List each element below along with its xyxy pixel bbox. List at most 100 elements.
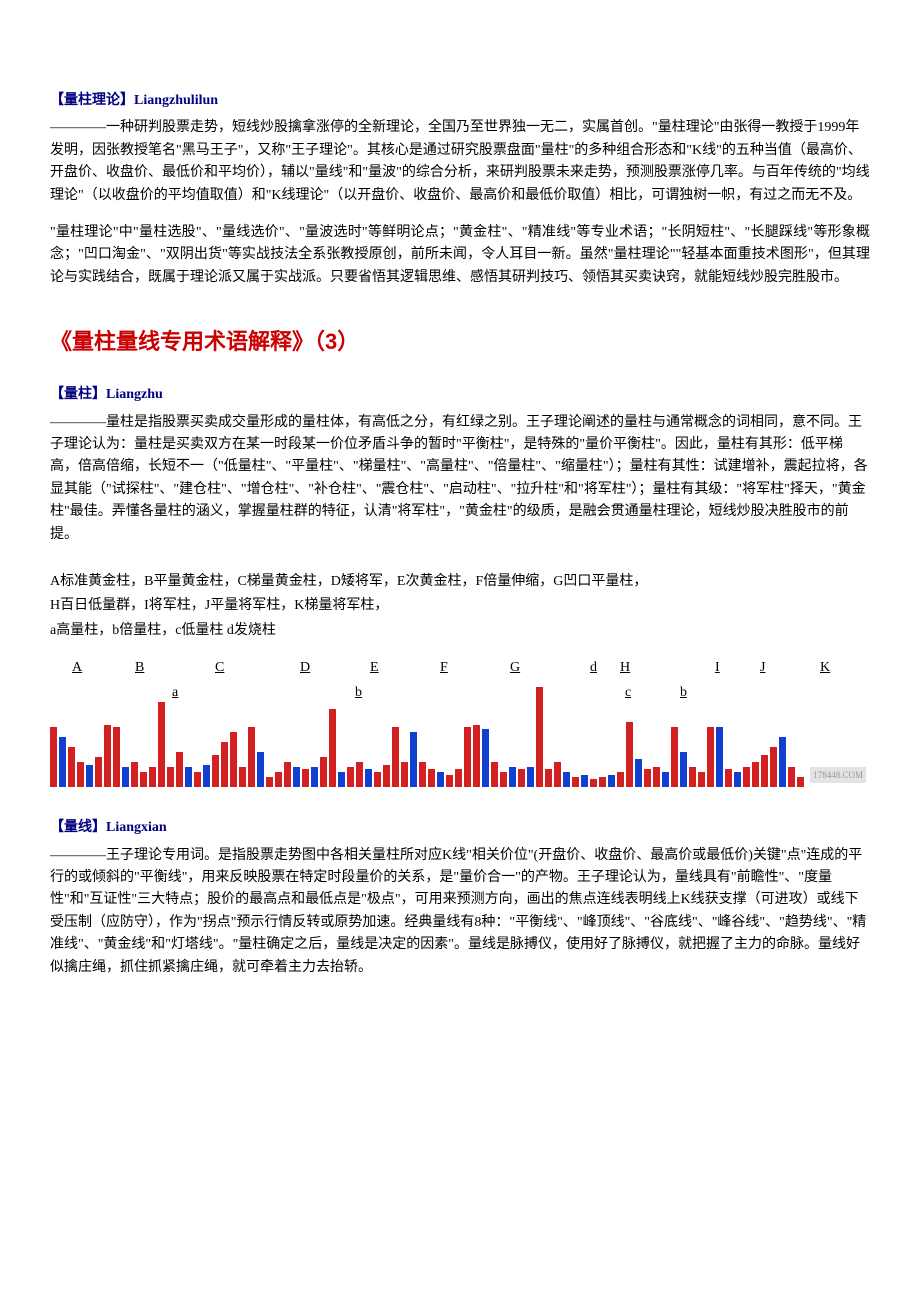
volume-bar	[311, 767, 318, 787]
section1-para2: "量柱理论"中"量柱选股"、"量线选价"、"量波选时"等鲜明论点；"黄金柱"、"…	[50, 222, 870, 289]
volume-bar	[50, 727, 57, 787]
volume-bar	[383, 765, 390, 787]
volume-bar	[617, 772, 624, 787]
volume-bar	[221, 742, 228, 787]
section1-title: 【量柱理论】Liangzhulilun	[50, 90, 870, 112]
volume-bar	[473, 725, 480, 787]
volume-bar	[716, 727, 723, 787]
volume-bar	[797, 777, 804, 787]
chart-label-upper: F	[440, 657, 448, 679]
volume-bar	[734, 772, 741, 787]
volume-bar	[653, 767, 660, 787]
volume-bar	[194, 772, 201, 787]
volume-bar	[635, 759, 642, 787]
volume-bar	[392, 727, 399, 787]
volume-bar	[365, 769, 372, 787]
volume-bar	[554, 762, 561, 787]
volume-bar	[752, 762, 759, 787]
volume-bar	[302, 769, 309, 787]
volume-bar	[725, 769, 732, 787]
volume-bar	[491, 762, 498, 787]
volume-bar	[95, 757, 102, 787]
volume-bar	[77, 762, 84, 787]
volume-bar	[131, 762, 138, 787]
volume-bar	[410, 732, 417, 787]
main-red-title: 《量柱量线专用术语解释》（3）	[50, 324, 870, 359]
volume-bar	[401, 762, 408, 787]
volume-bar	[689, 767, 696, 787]
volume-bar	[203, 765, 210, 787]
volume-bar	[284, 762, 291, 787]
volume-bar	[257, 752, 264, 787]
volume-bar	[437, 772, 444, 787]
volume-bar	[419, 762, 426, 787]
chart-label-upper: H	[620, 657, 630, 679]
volume-bar	[338, 772, 345, 787]
volume-bar	[680, 752, 687, 787]
volume-bar	[671, 727, 678, 787]
volume-bar	[230, 732, 237, 787]
volume-bar	[761, 755, 768, 787]
volume-bar	[320, 757, 327, 787]
volume-bar	[482, 729, 489, 787]
volume-bar	[464, 727, 471, 787]
chart-label-upper: C	[215, 657, 224, 679]
chart-label-upper: D	[300, 657, 310, 679]
volume-bar	[122, 767, 129, 787]
volume-bar-chart: ABCDEFGdHIJK abbc 178448.COM	[50, 657, 870, 787]
section2-title: 【量柱】Liangzhu	[50, 384, 870, 406]
volume-bar	[86, 765, 93, 787]
chart-label-upper: A	[72, 657, 82, 679]
volume-bar	[158, 702, 165, 787]
volume-bar	[248, 727, 255, 787]
chart-label-upper: B	[135, 657, 144, 679]
section2-para3: H百日低量群，I将军柱，J平量将军柱，K梯量将军柱，	[50, 595, 870, 617]
volume-bar	[212, 755, 219, 787]
volume-bar	[626, 722, 633, 787]
volume-bar	[599, 777, 606, 787]
volume-bar	[581, 775, 588, 787]
volume-bar	[500, 772, 507, 787]
volume-bar	[104, 725, 111, 787]
volume-bar	[779, 737, 786, 787]
chart-label-upper: K	[820, 657, 830, 679]
section1-para1: ————一种研判股票走势，短线炒股擒拿涨停的全新理论，全国乃至世界独一无二，实属…	[50, 117, 870, 207]
volume-bar	[149, 767, 156, 787]
section2-para4: a高量柱，b倍量柱，c低量柱 d发烧柱	[50, 620, 870, 642]
volume-bar	[446, 775, 453, 787]
chart-label-upper: I	[715, 657, 720, 679]
volume-bar	[356, 762, 363, 787]
volume-bar	[428, 769, 435, 787]
volume-bar	[527, 767, 534, 787]
volume-bar	[518, 769, 525, 787]
chart-label-upper: G	[510, 657, 520, 679]
volume-bar	[266, 777, 273, 787]
volume-bar	[329, 709, 336, 787]
chart-watermark: 178448.COM	[810, 767, 866, 783]
volume-bar	[644, 769, 651, 787]
volume-bar	[275, 772, 282, 787]
volume-bar	[743, 767, 750, 787]
volume-bar	[707, 727, 714, 787]
volume-bar	[113, 727, 120, 787]
volume-bar	[59, 737, 66, 787]
section3-para1: ————王子理论专用词。是指股票走势图中各相关量柱所对应K线"相关价位"(开盘价…	[50, 845, 870, 979]
volume-bar	[590, 779, 597, 787]
volume-bar	[140, 772, 147, 787]
chart-label-upper: E	[370, 657, 379, 679]
chart-label-upper: d	[590, 657, 597, 679]
volume-bar	[347, 767, 354, 787]
volume-bar	[770, 747, 777, 787]
volume-bar	[455, 769, 462, 787]
section3-title: 【量线】Liangxian	[50, 817, 870, 839]
volume-bar	[509, 767, 516, 787]
section2-para2: A标准黄金柱，B平量黄金柱，C梯量黄金柱，D矮将军，E次黄金柱，F倍量伸缩，G凹…	[50, 571, 870, 593]
volume-bar	[68, 747, 75, 787]
volume-bar	[572, 777, 579, 787]
volume-bar	[563, 772, 570, 787]
volume-bar	[293, 767, 300, 787]
volume-bar	[167, 767, 174, 787]
volume-bar	[176, 752, 183, 787]
volume-bar	[536, 687, 543, 787]
volume-bar	[185, 767, 192, 787]
